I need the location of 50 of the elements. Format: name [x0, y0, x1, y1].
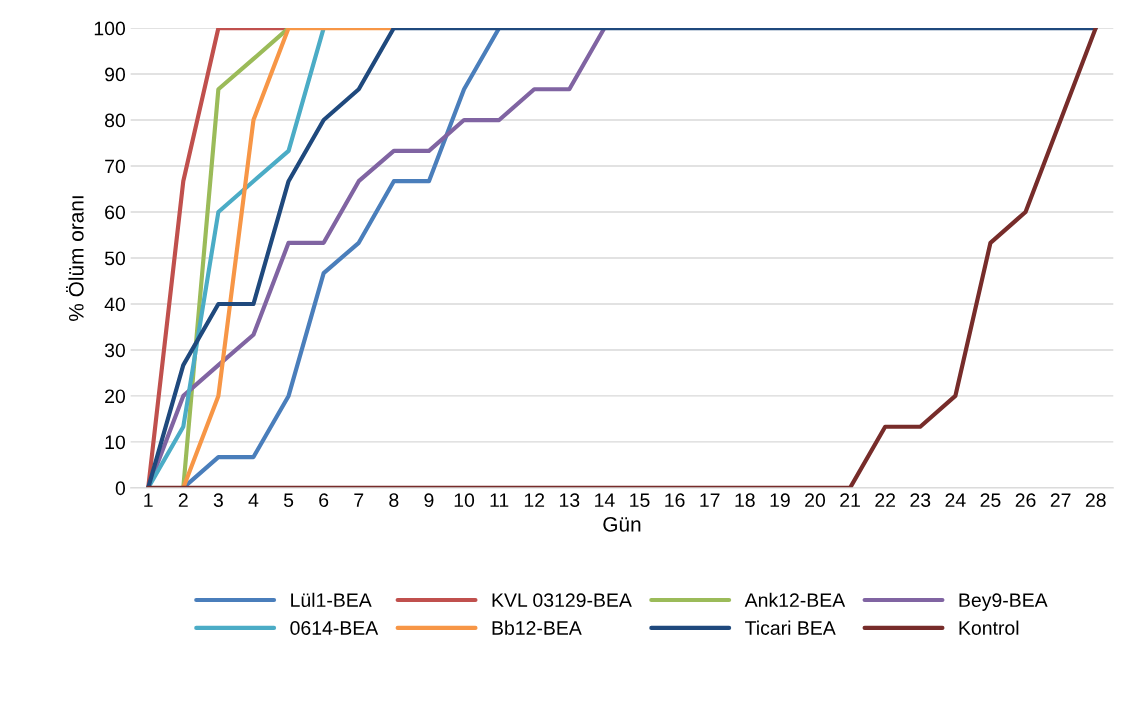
legend-label: 0614-BEA	[290, 621, 379, 635]
x-tick-label: 6	[319, 493, 329, 508]
y-tick-label: 50	[104, 251, 126, 266]
legend-label: Ticari BEA	[745, 620, 836, 635]
x-tick-label: 16	[665, 493, 685, 508]
x-tick-label: 8	[389, 493, 399, 508]
legend-label: Kontrol	[959, 620, 1019, 635]
x-tick-label: 19	[770, 493, 790, 508]
x-tick-label: 25	[980, 493, 1001, 508]
x-tick-label: 13	[559, 493, 580, 508]
y-axis-title: % Ölüm oranı	[66, 196, 84, 321]
y-tick-label: 70	[105, 159, 126, 174]
y-tick-label: 0	[115, 481, 126, 496]
x-tick-label: 28	[1085, 493, 1106, 508]
legend-label: Lül1-BEA	[291, 592, 372, 608]
y-tick-label: 30	[104, 343, 126, 358]
legend-label: Bey9-BEA	[959, 593, 1048, 611]
x-tick-label: 10	[454, 493, 475, 508]
legend-label: KVL 03129-BEA	[492, 593, 632, 608]
x-tick-label: 22	[875, 493, 896, 507]
y-tick-label: 90	[105, 67, 126, 82]
x-tick-label: 20	[805, 493, 826, 508]
x-tick-label: 17	[700, 493, 720, 507]
x-tick-label: 11	[490, 493, 509, 507]
y-tick-label: 10	[105, 435, 126, 450]
x-tick-label: 15	[630, 493, 650, 508]
x-tick-label: 12	[524, 493, 545, 507]
x-axis-title: Gün	[603, 516, 641, 532]
line-series	[146, 28, 1098, 488]
x-tick-label: 27	[1050, 493, 1071, 507]
x-tick-label: 26	[1015, 493, 1036, 508]
x-tick-label: 9	[424, 493, 434, 508]
x-tick-label: 2	[178, 493, 188, 507]
x-tick-label: 3	[213, 493, 223, 508]
x-tick-label: 1	[144, 493, 153, 507]
x-tick-label: 21	[840, 493, 860, 507]
x-tick-label: 23	[910, 493, 931, 508]
x-tick-label: 18	[735, 493, 755, 508]
y-tick-label: 20	[105, 389, 126, 404]
x-tick-label: 7	[354, 493, 364, 507]
x-tick-label: 5	[283, 493, 294, 508]
legend-label: Ank12-BEA	[744, 592, 846, 607]
x-tick-label: 14	[595, 493, 615, 507]
legend-label: Bb12-BEA	[492, 620, 582, 635]
y-tick-label: 100	[94, 21, 126, 36]
x-tick-label: 4	[248, 493, 259, 507]
y-tick-label: 60	[105, 205, 126, 220]
x-tick-label: 24	[945, 493, 966, 507]
y-tick-label: 40	[104, 297, 126, 312]
y-tick-label: 80	[105, 113, 126, 128]
